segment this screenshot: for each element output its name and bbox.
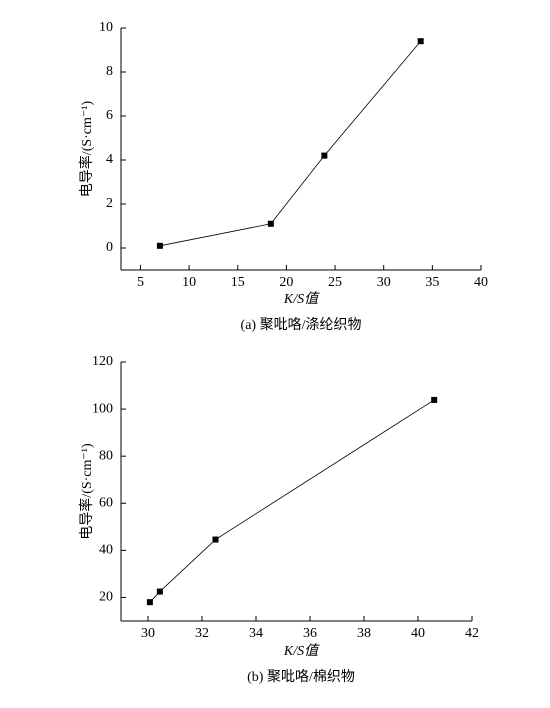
x-axis-label: K/S值 xyxy=(283,643,320,659)
y-tick-label: 80 xyxy=(99,448,113,463)
caption: (a) 聚吡咯/涤纶织物 xyxy=(241,317,362,333)
data-point xyxy=(212,536,219,543)
y-tick-label: 0 xyxy=(106,240,113,255)
y-tick-label: 120 xyxy=(92,354,113,369)
y-tick-label: 100 xyxy=(92,401,113,416)
y-axis-label: 电导率/(S·cm⁻¹) xyxy=(78,100,95,197)
data-point xyxy=(431,396,438,403)
x-tick-label: 38 xyxy=(357,626,371,641)
x-tick-label: 34 xyxy=(249,626,263,641)
x-tick-label: 25 xyxy=(328,275,342,290)
y-tick-label: 2 xyxy=(106,196,113,211)
x-tick-label: 15 xyxy=(231,275,245,290)
data-line xyxy=(149,399,435,603)
y-tick-label: 6 xyxy=(106,108,113,123)
data-point xyxy=(417,38,424,45)
x-tick-label: 10 xyxy=(182,275,196,290)
x-tick-label: 30 xyxy=(141,626,155,641)
data-point xyxy=(146,599,153,606)
y-tick-label: 60 xyxy=(99,495,113,510)
x-tick-label: 36 xyxy=(303,626,317,641)
x-axis-label: K/S值 xyxy=(283,291,320,307)
y-axis-label: 电导率/(S·cm⁻¹) xyxy=(78,443,95,540)
x-tick-label: 20 xyxy=(279,275,293,290)
y-tick-label: 40 xyxy=(99,543,113,558)
caption: (b) 聚吡咯/棉织物 xyxy=(247,668,355,685)
data-point xyxy=(156,242,163,249)
y-tick-label: 4 xyxy=(106,152,113,167)
x-tick-label: 32 xyxy=(195,626,209,641)
x-tick-label: 5 xyxy=(137,275,144,290)
data-point xyxy=(156,588,163,595)
x-tick-label: 35 xyxy=(425,275,439,290)
x-tick-label: 42 xyxy=(465,626,479,641)
y-tick-label: 20 xyxy=(99,590,113,605)
x-tick-label: 40 xyxy=(411,626,425,641)
y-tick-label: 8 xyxy=(106,64,113,79)
data-point xyxy=(321,152,328,159)
data-point xyxy=(267,220,274,227)
y-tick-label: 10 xyxy=(99,20,113,35)
data-line xyxy=(159,40,421,247)
x-tick-label: 30 xyxy=(377,275,391,290)
x-tick-label: 40 xyxy=(474,275,488,290)
